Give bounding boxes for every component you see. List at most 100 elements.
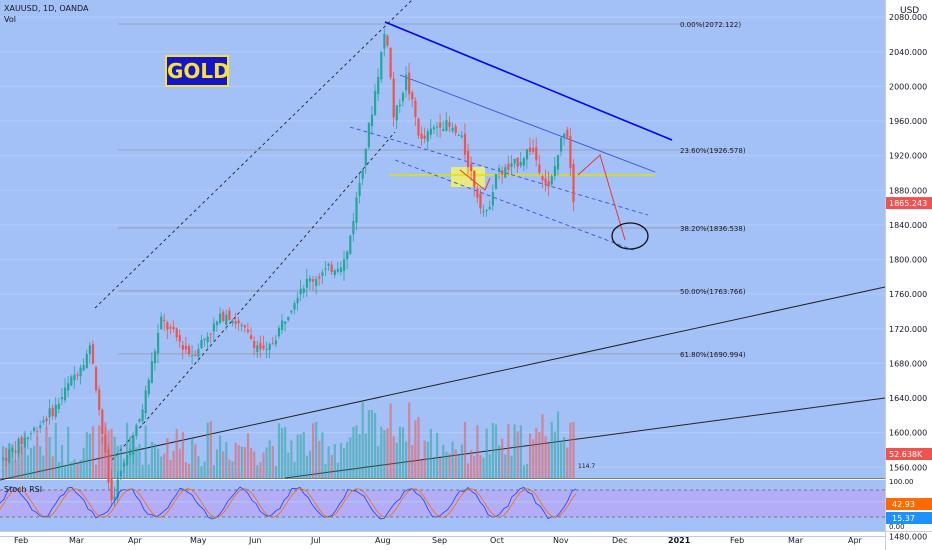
volume-bar bbox=[113, 436, 116, 478]
candle-body bbox=[308, 278, 312, 282]
stoch-lines bbox=[0, 486, 577, 520]
volume-bar bbox=[423, 440, 426, 478]
volume-value: 52.638K bbox=[889, 450, 923, 459]
candle-body bbox=[460, 135, 463, 137]
volume-bar bbox=[476, 425, 479, 478]
candle-body bbox=[246, 329, 250, 332]
volume-bar bbox=[60, 444, 64, 478]
volume-bar bbox=[240, 446, 243, 478]
candle-body bbox=[522, 158, 525, 166]
volume-bar bbox=[460, 444, 463, 478]
candle-body bbox=[312, 279, 315, 282]
volume-bar bbox=[243, 447, 246, 478]
candle-body bbox=[23, 437, 26, 447]
candle-body bbox=[26, 437, 29, 440]
stoch-level-top: 100.00 bbox=[889, 478, 914, 486]
volume-bar bbox=[231, 461, 234, 478]
candle-body bbox=[45, 418, 48, 422]
candle-body bbox=[479, 193, 482, 209]
candle-body bbox=[550, 176, 553, 185]
volume-bar bbox=[367, 410, 370, 478]
candle-body bbox=[107, 449, 110, 483]
candle-body bbox=[510, 163, 513, 167]
candle-body bbox=[432, 127, 436, 130]
volume-bar bbox=[293, 461, 296, 478]
volume-bar bbox=[336, 462, 339, 478]
candle-body bbox=[563, 133, 566, 137]
volume-bar bbox=[26, 455, 29, 478]
volume-bar bbox=[88, 433, 91, 478]
candle-body bbox=[451, 127, 454, 131]
price-tick: 2000.000 bbox=[889, 82, 927, 91]
price-tick: 2080.000 bbox=[889, 13, 927, 22]
candle-body bbox=[163, 319, 166, 322]
candle-body bbox=[212, 323, 215, 332]
volume-bar bbox=[330, 455, 333, 478]
volume-bar bbox=[11, 444, 14, 478]
candle-body bbox=[336, 269, 339, 272]
candle-body bbox=[274, 340, 277, 345]
candle-body bbox=[67, 383, 70, 391]
volume-bar bbox=[321, 432, 324, 478]
candle-body bbox=[358, 182, 361, 196]
candle-body bbox=[250, 335, 253, 340]
candle-body bbox=[386, 35, 389, 46]
candle-body bbox=[219, 313, 222, 324]
candle-body bbox=[5, 457, 8, 461]
volume-bar bbox=[225, 442, 228, 478]
volume-bar bbox=[209, 421, 212, 478]
volume-bar bbox=[519, 425, 522, 478]
candle-body bbox=[153, 351, 157, 364]
candle-body bbox=[513, 158, 516, 164]
volume-bar bbox=[206, 422, 209, 478]
candle-body bbox=[541, 176, 544, 181]
volume-bar bbox=[364, 433, 367, 478]
volume-bar bbox=[39, 446, 42, 478]
volume-bar bbox=[563, 437, 566, 478]
candle-body bbox=[104, 434, 107, 453]
candle-body bbox=[529, 147, 532, 152]
volume-bar bbox=[197, 456, 200, 478]
volume-bar bbox=[250, 448, 253, 478]
volume-bar bbox=[482, 457, 485, 478]
candle-body bbox=[110, 479, 113, 500]
volume-bar bbox=[305, 455, 308, 478]
volume-bar bbox=[494, 424, 498, 478]
volume-bar bbox=[327, 446, 330, 478]
candle-body bbox=[383, 33, 386, 49]
candle-body bbox=[11, 447, 14, 452]
price-tick: 1680.000 bbox=[889, 359, 927, 368]
month-tick: Dec bbox=[612, 536, 627, 545]
candle-body bbox=[191, 355, 194, 357]
volume-bar bbox=[383, 430, 386, 478]
long-trend-1 bbox=[0, 286, 886, 481]
volume-bar bbox=[566, 447, 569, 478]
candle-body bbox=[572, 163, 575, 202]
month-tick: Oct bbox=[490, 536, 504, 545]
volume-bar bbox=[281, 428, 284, 478]
candle-body bbox=[355, 197, 358, 223]
channel-upper bbox=[399, 74, 656, 173]
volume-bar bbox=[532, 439, 535, 478]
month-tick: Apr bbox=[848, 536, 863, 545]
candle-body bbox=[519, 161, 522, 166]
candle-body bbox=[299, 288, 302, 295]
candle-body bbox=[88, 345, 91, 355]
candle-body bbox=[321, 272, 324, 276]
stoch-k-value: 42.93 bbox=[892, 500, 915, 509]
price-tick: 1720.000 bbox=[889, 325, 927, 334]
candle-body bbox=[339, 267, 343, 273]
candle-body bbox=[333, 270, 336, 276]
volume-bar bbox=[504, 454, 507, 478]
candle-body bbox=[175, 328, 178, 338]
candle-body bbox=[535, 147, 538, 161]
fib-label: 61.80%(1690.994) bbox=[680, 351, 746, 359]
volume-bar bbox=[513, 424, 516, 478]
candle-body bbox=[85, 353, 88, 369]
candle-body bbox=[392, 78, 395, 118]
candle-body bbox=[36, 431, 39, 433]
candle-body bbox=[566, 129, 569, 138]
volume-marker: 114.7 bbox=[578, 463, 595, 470]
volume-bar bbox=[560, 441, 563, 478]
